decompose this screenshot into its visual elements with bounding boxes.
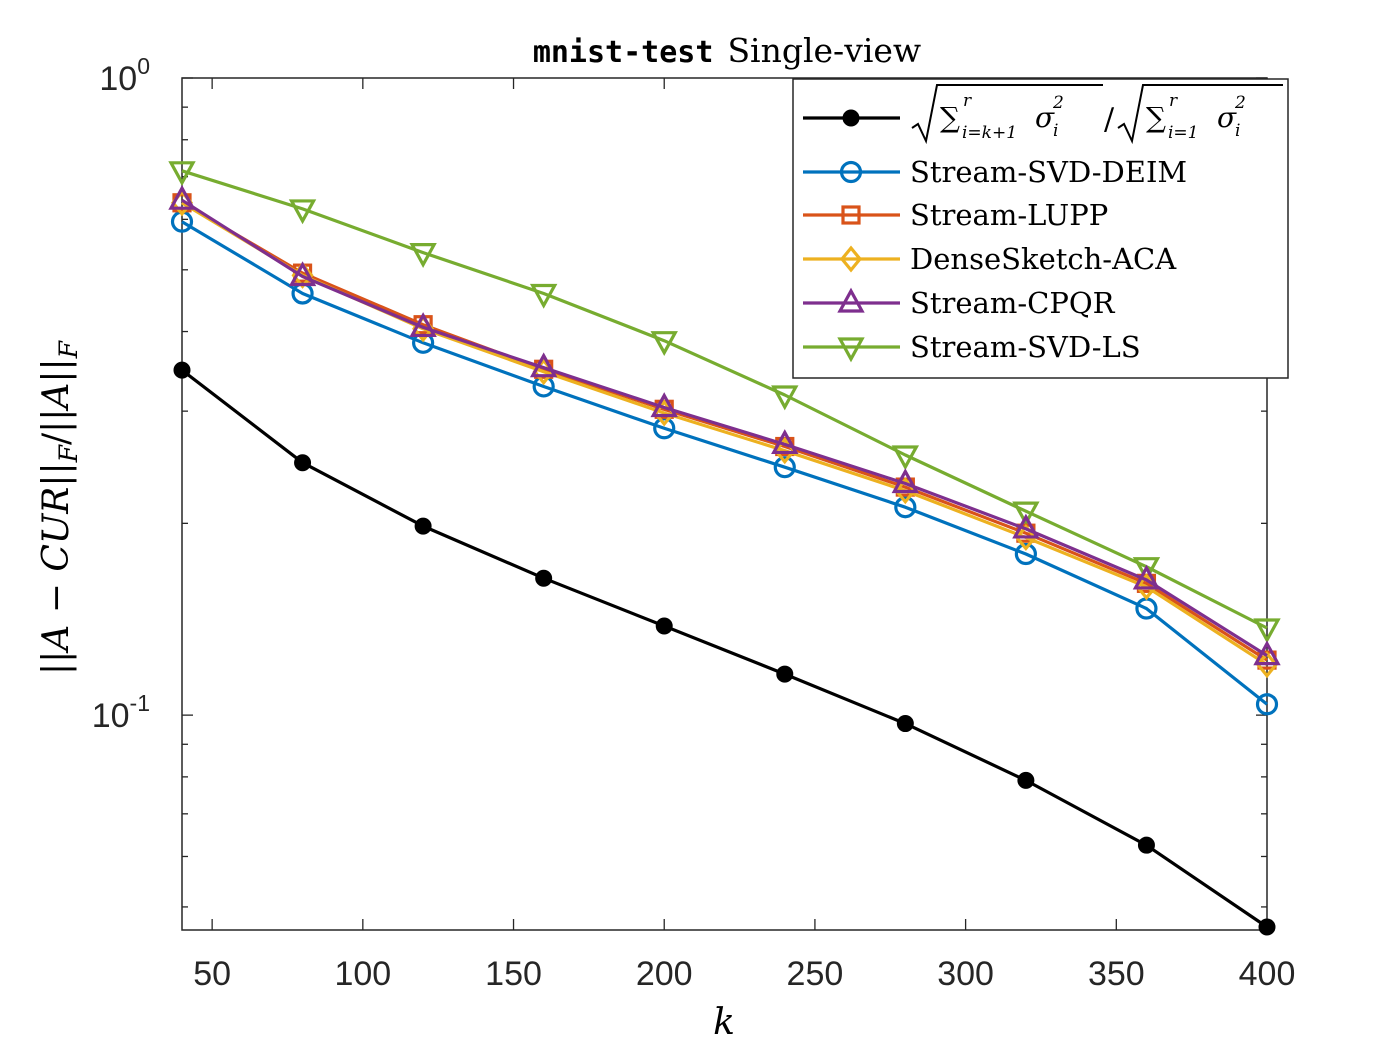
formula-sum-1-sub: i=k+1 (962, 123, 1017, 143)
data-point (1017, 771, 1035, 789)
legend-marker (837, 337, 865, 363)
data-point (1014, 542, 1037, 566)
data-point (1132, 564, 1161, 590)
data-point (1253, 618, 1281, 644)
formula-sum-2: ∑ (1146, 101, 1166, 134)
formula-sum-1: ∑ (940, 101, 960, 134)
legend-box (792, 78, 1289, 379)
data-point (529, 283, 558, 309)
data-point (168, 161, 196, 187)
x-tick-label: 400 (1239, 955, 1296, 993)
data-point (1012, 513, 1040, 539)
data-point (650, 331, 678, 357)
data-point (414, 517, 432, 535)
x-tick-label: 50 (193, 955, 231, 993)
series-1 (170, 210, 1279, 716)
data-point (1253, 640, 1281, 666)
legend: ∑ r i=k+1 σ 2 i / ∑ r i=1 σ 2 i Stream-S… (792, 78, 1289, 379)
x-axis-label: k (713, 1002, 735, 1043)
data-point (409, 243, 437, 268)
x-tick-label: 200 (636, 955, 693, 993)
data-point (173, 361, 191, 379)
data-point (1255, 651, 1279, 679)
data-point (896, 715, 914, 733)
series-4 (168, 184, 1281, 666)
formula-sum-2-sup: r (1169, 91, 1178, 111)
sqrt-sign-1 (911, 84, 1103, 145)
data-point (409, 312, 437, 338)
data-point (776, 665, 794, 683)
chart-title-code: mnist-test (533, 35, 714, 70)
data-point (1012, 501, 1040, 527)
formula-sum-1-sup: r (963, 91, 972, 111)
data-point (655, 617, 673, 635)
chart-title: mnist-test Single-view (533, 31, 921, 70)
formula-sigma-1-sup: 2 (1052, 93, 1064, 113)
data-point (894, 496, 917, 519)
legend-marker (842, 109, 860, 127)
legend-label-stream-svd-deim: Stream-SVD-DEIM (910, 155, 1187, 189)
y-tick-label: 10-1 (92, 690, 150, 735)
formula-sigma-1: σ (1035, 101, 1055, 134)
data-point (891, 445, 920, 471)
series-line (181, 198, 1268, 657)
series-line (181, 169, 1268, 630)
data-point (529, 352, 558, 378)
data-point (773, 456, 796, 479)
y-tick-label: 100 (99, 53, 150, 98)
data-point (294, 454, 312, 472)
series-line (181, 201, 1268, 662)
data-point (771, 429, 799, 455)
data-point (1258, 918, 1276, 936)
formula-slash: / (1104, 102, 1115, 137)
x-tick-labels: 50 100 150 200 250 300 350 400 (193, 955, 1295, 993)
data-point (535, 569, 553, 587)
x-tick-label: 250 (787, 955, 844, 993)
formula-sigma-2: σ (1217, 101, 1237, 134)
legend-label-stream-lupp: Stream-LUPP (910, 198, 1108, 232)
legend-label-stream-cpqr: Stream-CPQR (910, 286, 1116, 320)
legend-markers (803, 109, 900, 363)
formula-sum-2-sub: i=1 (1168, 123, 1199, 143)
data-point (650, 392, 678, 418)
y-tick-labels: 100 10-1 (92, 53, 150, 735)
legend-label-densesketch-aca: DenseSketch-ACA (910, 242, 1177, 276)
data-point (1255, 693, 1279, 716)
x-tick-label: 350 (1088, 955, 1145, 993)
data-point (1137, 836, 1155, 854)
series-line (181, 368, 1268, 929)
y-axis-label: ||A − CUR||F/||A||F (36, 339, 83, 675)
formula-sigma-2-sub: i (1235, 121, 1240, 141)
formula-sigma-1-sub: i (1053, 121, 1058, 141)
data-point (891, 468, 920, 494)
data-point (288, 261, 317, 287)
legend-marker (841, 205, 861, 225)
data-point (771, 385, 799, 411)
x-tick-label: 150 (485, 955, 542, 993)
data-point (1014, 524, 1037, 552)
x-tick-label: 100 (334, 955, 391, 993)
data-series (168, 161, 1281, 936)
data-point (288, 199, 317, 225)
legend-marker (837, 287, 865, 313)
x-tick-label: 300 (937, 955, 994, 993)
legend-marker (839, 245, 863, 273)
svg-text:||A − CUR||F/||A||F: ||A − CUR||F/||A||F (36, 339, 83, 675)
legend-marker (839, 160, 863, 184)
legend-entry-formula: ∑ r i=k+1 σ 2 i / ∑ r i=1 σ 2 i (911, 84, 1283, 145)
series-line (181, 220, 1268, 706)
formula-sigma-2-sup: 2 (1234, 93, 1246, 113)
series-5 (168, 161, 1281, 644)
data-point (168, 184, 196, 210)
sqrt-sign-2 (1117, 84, 1283, 145)
data-point (1132, 557, 1161, 583)
chart-title-rest: Single-view (727, 31, 921, 70)
series-0 (173, 361, 1276, 936)
legend-label-stream-svd-ls: Stream-SVD-LS (910, 330, 1141, 364)
